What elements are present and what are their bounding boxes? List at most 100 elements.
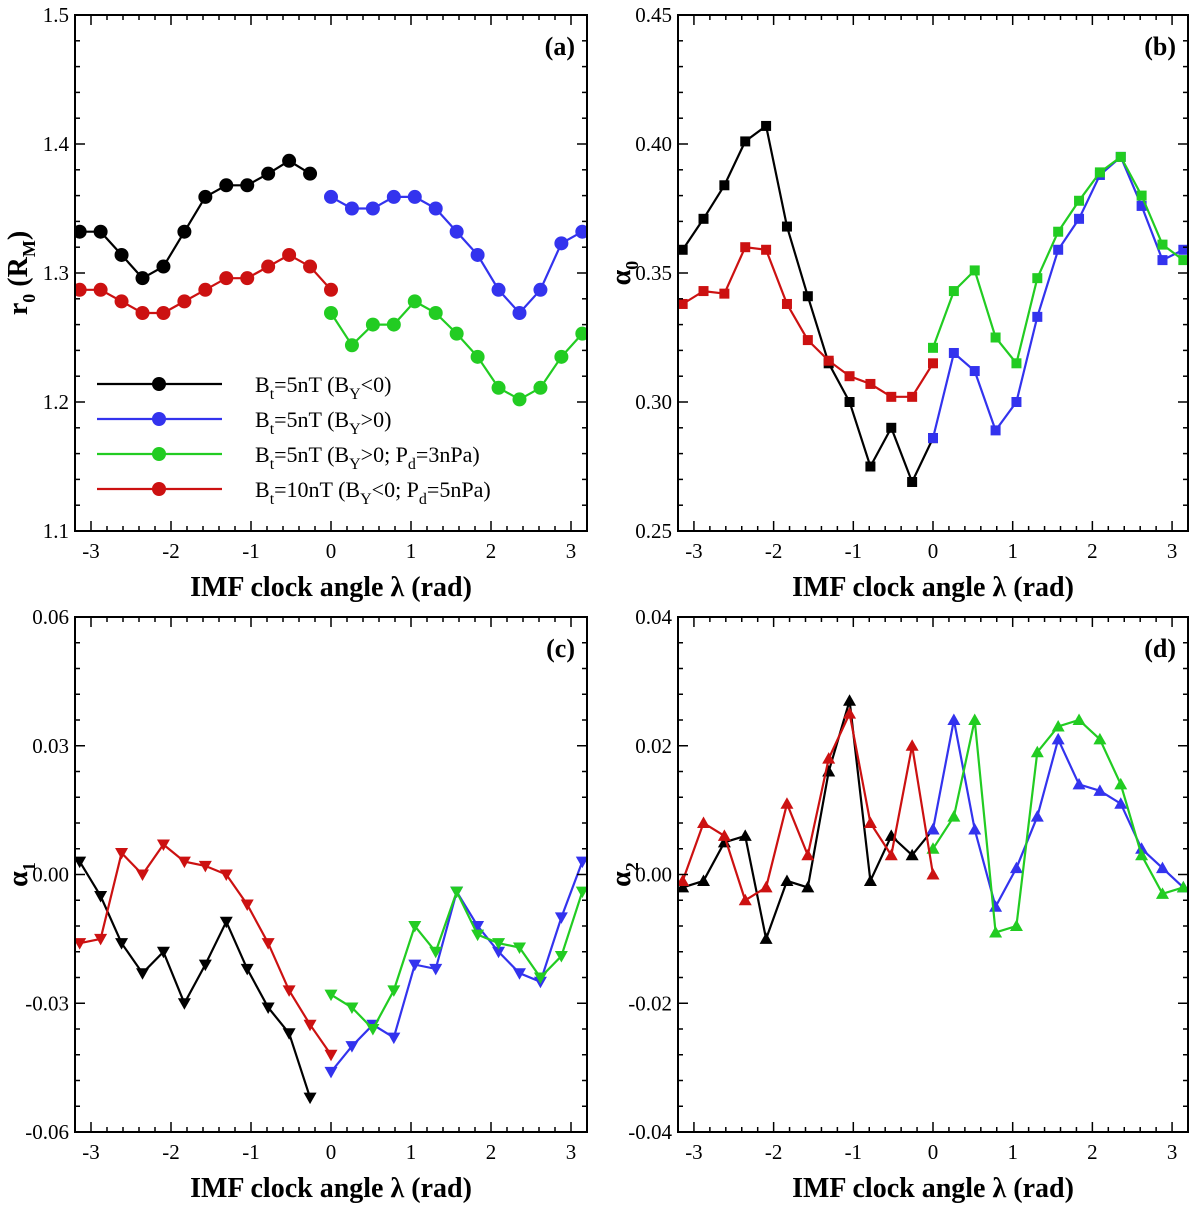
panel-d: -3 -2 -1 0 1 2 3 -0.04 -0.02 0.00 0.02 0.04 IMF cloc… (606, 605, 1189, 1204)
data-point-d-black-9 (863, 874, 877, 886)
data-point-d-blue-4 (1009, 861, 1023, 874)
data-point-d-blue-9 (1114, 797, 1128, 809)
data-point-d-black-4 (759, 932, 773, 944)
data-point-c-green-6 (450, 886, 464, 899)
data-point-c-red-11 (303, 1019, 317, 1032)
data-point-a-green-5 (428, 305, 443, 320)
legend-label-blue: Bt=5nT (BY>0) (255, 407, 391, 438)
y-tick-label: -0.03 (25, 991, 69, 1015)
data-point-a-blue-10 (533, 282, 548, 297)
y-tick-label: 0.06 (32, 605, 69, 629)
legend: Bt=5nT (BY<0) Bt=5nT (BY>0) Bt=5nT (BY>0; … (97, 372, 491, 508)
data-point-b-blue-1 (948, 347, 959, 358)
data-point-c-black-7 (219, 916, 233, 929)
data-point-b-blue-7 (1074, 213, 1085, 224)
data-point-a-blue-2 (365, 201, 380, 216)
y-tick-label: 0.04 (635, 605, 672, 629)
data-point-a-green-9 (512, 392, 527, 407)
data-point-a-black-11 (303, 166, 318, 181)
data-point-b-black-6 (802, 291, 813, 302)
series-line-b-red (682, 246, 934, 398)
panel-label: (d) (1144, 634, 1176, 663)
data-point-d-red-0 (678, 874, 690, 886)
data-point-c-blue-12 (575, 856, 587, 869)
x-tick-label: -3 (82, 1140, 100, 1164)
data-point-d-blue-3 (989, 900, 1003, 912)
data-point-b-green-12 (1178, 255, 1188, 266)
y-tick-label: -0.04 (628, 1120, 672, 1144)
data-point-a-blue-5 (428, 201, 443, 216)
data-point-c-green-5 (429, 946, 443, 959)
data-point-d-red-1 (697, 816, 711, 828)
data-point-b-green-10 (1136, 190, 1147, 201)
data-point-c-black-11 (303, 1092, 317, 1105)
legend-label-black: Bt=5nT (BY<0) (255, 372, 391, 403)
data-point-c-black-4 (156, 946, 170, 959)
x-tick-label: -1 (242, 1140, 260, 1164)
x-tick-label: -2 (765, 1140, 783, 1164)
data-point-c-red-8 (240, 899, 254, 912)
data-point-a-green-3 (386, 317, 401, 332)
x-axis-title: IMF clock angle λ (rad) (792, 572, 1074, 603)
data-point-d-green-7 (1072, 713, 1086, 725)
data-point-d-black-5 (780, 874, 794, 886)
data-point-c-blue-11 (554, 912, 568, 924)
data-point-c-green-10 (533, 972, 547, 984)
series-line-a-blue (330, 195, 583, 315)
y-axis-title: α2 (606, 862, 642, 887)
data-point-b-black-1 (698, 213, 709, 224)
series-line-c-black (78, 861, 312, 1099)
data-point-c-blue-3 (387, 1032, 401, 1045)
data-point-d-green-5 (1030, 745, 1044, 758)
data-point-d-blue-8 (1093, 784, 1107, 796)
data-point-b-black-2 (719, 180, 730, 191)
data-point-d-red-12 (926, 868, 940, 880)
data-point-c-blue-5 (429, 963, 443, 976)
data-point-b-green-7 (1074, 195, 1085, 206)
data-point-c-red-4 (156, 839, 170, 851)
data-point-c-black-5 (177, 998, 191, 1010)
data-point-c-blue-1 (345, 1041, 359, 1053)
data-point-d-green-6 (1051, 719, 1065, 732)
data-point-b-blue-3 (990, 425, 1001, 436)
data-point-c-blue-0 (324, 1066, 338, 1079)
data-point-b-black-3 (740, 136, 751, 147)
y-tick-label: 1.3 (43, 261, 69, 285)
data-point-a-red-11 (303, 259, 318, 274)
plot-frame-b (677, 14, 1189, 532)
series-line-c-green (330, 888, 584, 1031)
data-point-a-blue-6 (449, 224, 464, 239)
data-point-c-red-5 (177, 856, 191, 869)
legend-marker-blue (152, 412, 166, 426)
data-point-b-green-11 (1157, 239, 1168, 250)
series-line-b-green (931, 155, 1184, 366)
data-point-d-black-3 (738, 829, 752, 841)
x-tick-label: 1 (406, 1140, 417, 1164)
data-point-d-blue-5 (1030, 810, 1044, 822)
y-tick-label: 1.2 (43, 390, 69, 414)
data-point-a-blue-11 (554, 236, 569, 251)
data-point-b-black-11 (907, 476, 918, 487)
data-point-b-green-4 (1011, 358, 1022, 369)
data-point-b-blue-2 (969, 366, 980, 377)
data-point-b-blue-5 (1032, 311, 1043, 322)
data-point-d-red-6 (801, 848, 815, 861)
data-point-a-black-0 (75, 224, 87, 239)
x-tick-label: -2 (765, 539, 783, 563)
data-point-a-red-0 (75, 282, 87, 297)
data-point-d-red-7 (822, 752, 836, 764)
data-point-d-red-3 (738, 893, 752, 906)
x-tick-label: 3 (1167, 1140, 1178, 1164)
data-point-d-red-10 (884, 848, 898, 861)
data-point-d-red-2 (717, 829, 731, 841)
data-point-a-green-10 (533, 380, 548, 395)
y-tick-label: 0.30 (635, 390, 672, 414)
data-point-b-black-5 (781, 221, 792, 232)
data-point-c-red-7 (219, 869, 233, 881)
legend-marker-red (152, 482, 166, 496)
data-point-b-red-2 (719, 288, 730, 299)
data-point-a-blue-3 (386, 189, 401, 204)
data-point-d-red-9 (863, 816, 877, 828)
panel-c: -3 -2 -1 0 1 2 3 -0.06 -0.03 0.00 0.03 0.06 IMF cloc… (3, 605, 588, 1204)
